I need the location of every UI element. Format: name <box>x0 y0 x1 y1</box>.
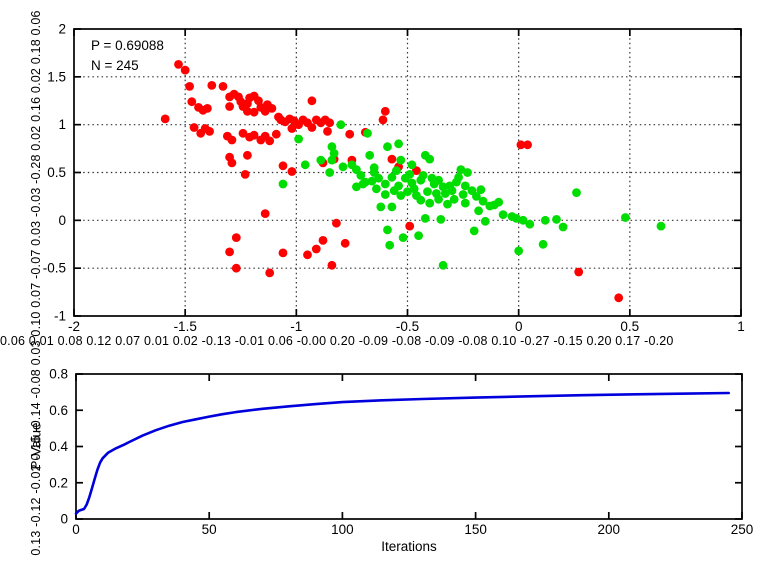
svg-text:100: 100 <box>331 522 354 537</box>
scatter-plot: -2 -1.5 -1 -0.5 0 0.5 1 -1 -0.5 0 0.5 1 1.5 2 <box>43 22 745 335</box>
svg-text:0.5: 0.5 <box>47 165 66 180</box>
annotation-box: P = 0.69088 N = 245 <box>91 36 164 76</box>
svg-text:1.5: 1.5 <box>47 69 66 84</box>
iterations-axis-label: Iterations <box>381 539 437 554</box>
svg-text:0.8: 0.8 <box>49 367 68 382</box>
svg-text:200: 200 <box>598 522 621 537</box>
svg-text:-0.5: -0.5 <box>396 319 419 334</box>
svg-text:0.4: 0.4 <box>49 439 68 454</box>
svg-text:-0.5: -0.5 <box>43 261 66 276</box>
svg-text:250: 250 <box>731 522 754 537</box>
svg-text:0: 0 <box>72 522 80 537</box>
svg-text:-1: -1 <box>54 309 66 324</box>
svg-text:0.6: 0.6 <box>49 403 68 418</box>
svg-text:0: 0 <box>58 213 66 228</box>
svg-text:2: 2 <box>58 22 66 37</box>
scatter-plot-series-green <box>278 120 666 270</box>
pvalue-axis-label: P-Value <box>28 422 44 470</box>
pvalue-line-plot-axes-box <box>75 373 743 520</box>
scatter-xlabel-numbers: 0.06 0.01 0.08 0.12 0.07 0.01 0.02 -0.13… <box>0 334 674 348</box>
svg-text:0: 0 <box>515 319 523 334</box>
scatter-ylabel-numbers: 0.13 -0.12 -0.02 0.15 -0.14 -0.08 0.03 0… <box>29 10 43 556</box>
pvalue-line-plot: 0 50 100 150 200 250 0 0.2 0.4 0.6 0.8 <box>49 367 753 538</box>
svg-text:1: 1 <box>737 319 745 334</box>
svg-text:-1: -1 <box>290 319 302 334</box>
svg-text:0.2: 0.2 <box>49 475 68 490</box>
svg-text:-1.5: -1.5 <box>174 319 197 334</box>
scatter-plot-axes-box <box>73 28 742 317</box>
svg-text:150: 150 <box>464 522 487 537</box>
svg-text:-2: -2 <box>68 319 80 334</box>
svg-text:0.5: 0.5 <box>620 319 639 334</box>
pvalue-line-plot-curve <box>74 391 731 515</box>
pvalue-line-plot-tick-labels: 0 50 100 150 200 250 0 0.2 0.4 0.6 0.8 <box>49 367 753 538</box>
svg-text:50: 50 <box>202 522 217 537</box>
annotation-p-value: P = 0.69088 <box>91 38 164 53</box>
scatter-plot-tick-labels: -2 -1.5 -1 -0.5 0 0.5 1 -1 -0.5 0 0.5 1 1.5 2 <box>43 22 745 335</box>
annotation-n-count: N = 245 <box>91 58 139 73</box>
scatter-plot-series-red <box>160 60 624 303</box>
svg-text:1: 1 <box>58 117 66 132</box>
svg-text:0: 0 <box>60 512 68 527</box>
